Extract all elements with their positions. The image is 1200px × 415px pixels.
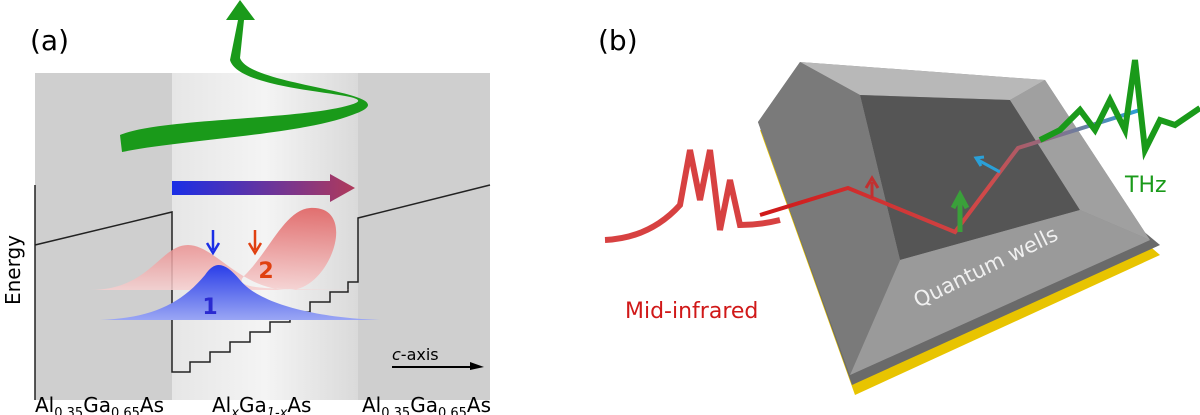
element: Al: [35, 393, 54, 415]
state-2: [90, 207, 420, 290]
state-1: [100, 264, 380, 320]
panel-label: (a): [30, 24, 69, 57]
green-vector: [950, 189, 970, 232]
thz-pulse: [1038, 59, 1200, 161]
blue-vector: [973, 155, 1001, 174]
c-axis-italic: c: [392, 345, 401, 364]
face-right: [1010, 80, 1150, 240]
material-labels: Al0.35Ga0.65As AlxGa1-xAs Al0.35Ga0.65As: [35, 393, 491, 415]
subscript: 0.65: [111, 406, 140, 415]
subscript: 1-x: [267, 406, 288, 415]
element: Al: [212, 393, 231, 415]
face-left: [758, 62, 900, 375]
red-vector: [864, 175, 880, 198]
peak-label: 2: [258, 259, 273, 284]
c-axis-label: c-axis: [392, 345, 439, 364]
face-center: [860, 95, 1080, 260]
element: As: [467, 393, 491, 415]
blue-arrow: [205, 230, 221, 256]
c-axis-head: [470, 362, 484, 370]
element: Al: [362, 393, 381, 415]
mid-infrared-label: Mid-infrared: [625, 299, 758, 324]
element: As: [140, 393, 164, 415]
c-axis-rest: -axis: [401, 345, 439, 364]
peak-label: 1: [202, 295, 217, 320]
subscript: 0.65: [438, 406, 467, 415]
beam: [759, 108, 1141, 235]
subscript: 0.35: [381, 406, 410, 415]
subscript: x: [230, 406, 239, 415]
face-top: [800, 62, 1045, 100]
thz-wave-arrow: [120, 0, 369, 152]
transfer-arrow: [172, 174, 355, 202]
subscript: 0.35: [54, 406, 83, 415]
element: Ga: [239, 393, 267, 415]
red-arrow: [247, 230, 263, 256]
potential: [34, 184, 491, 400]
material-label: Al0.35Ga0.65As: [362, 393, 491, 415]
material-label: Al0.35Ga0.65As: [35, 393, 164, 415]
element: Ga: [410, 393, 438, 415]
mid-ir-pulse: [604, 149, 781, 243]
face-front: [850, 210, 1150, 375]
element: Ga: [83, 393, 111, 415]
material-label: AlxGa1-xAs: [212, 393, 311, 415]
element: As: [287, 393, 311, 415]
thz-label: THz: [1124, 173, 1167, 198]
y-axis-label: Energy: [1, 235, 25, 305]
panel-a: 1 2 c-axis Energy (a) Al0.35Ga0.65As AlxG…: [1, 0, 491, 415]
panel-label: (b): [598, 24, 638, 57]
panel-b: (b) Mid-infrared Quantum wells THz: [598, 24, 1200, 395]
